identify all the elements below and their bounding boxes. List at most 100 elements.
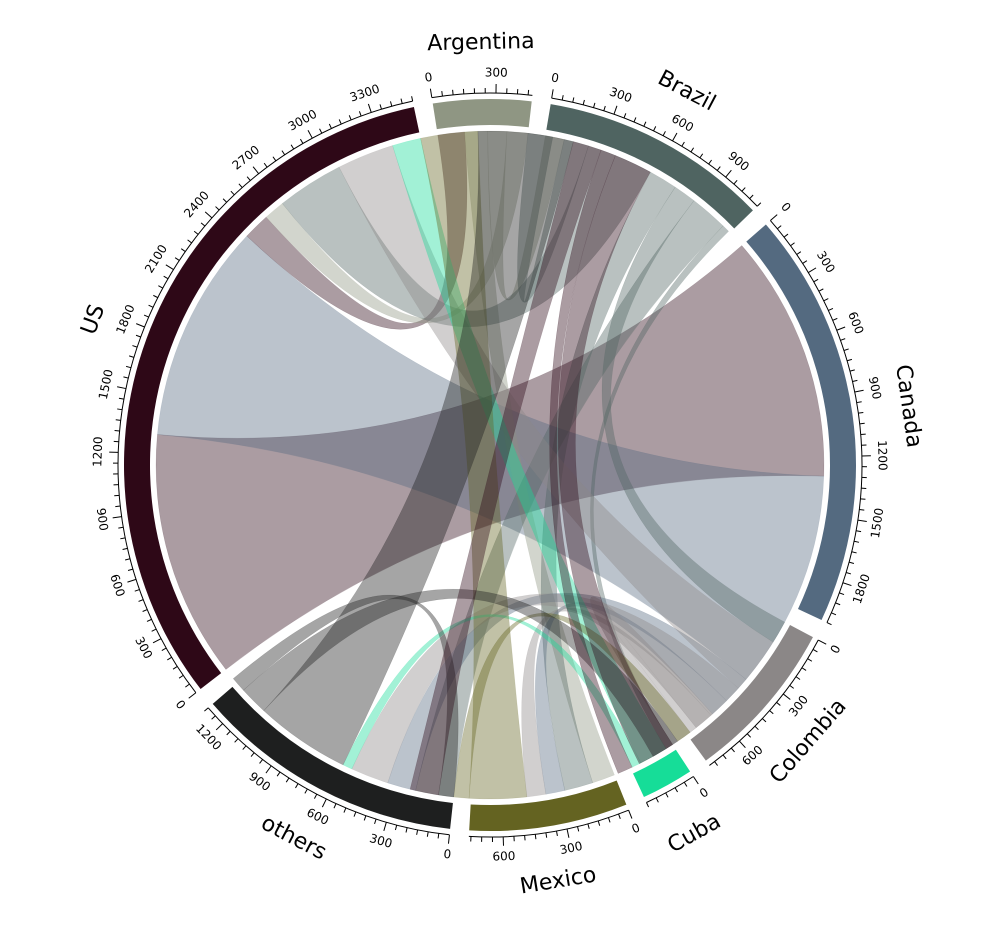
minor-tick — [193, 230, 199, 235]
tick-label: 300 — [368, 831, 394, 851]
chord-others-to-canada — [243, 588, 678, 757]
minor-tick — [204, 707, 209, 712]
minor-tick — [122, 547, 128, 550]
major-tick — [215, 723, 224, 731]
chord-us-to-cuba — [549, 149, 633, 774]
tick-label: 600 — [107, 572, 127, 598]
tick-label: 900 — [866, 375, 884, 400]
minor-tick — [807, 658, 813, 662]
minor-tick — [859, 422, 865, 425]
minor-tick — [416, 829, 419, 835]
minor-tick — [437, 833, 440, 839]
minor-tick — [276, 771, 281, 777]
chord-mexico-to-us — [420, 130, 528, 800]
tick-label: 600 — [492, 849, 515, 864]
minor-tick — [674, 787, 678, 793]
minor-tick — [623, 113, 627, 119]
minor-tick — [348, 115, 352, 121]
major-tick — [854, 389, 864, 393]
major-tick — [204, 211, 213, 219]
chord-brazil-to-us — [281, 145, 651, 327]
minor-tick — [777, 225, 782, 230]
minor-tick — [374, 818, 377, 825]
sector-cuba — [633, 749, 691, 798]
major-tick — [857, 519, 867, 522]
axis-cuba — [646, 776, 694, 803]
minor-tick — [123, 376, 129, 379]
major-tick — [127, 578, 137, 583]
minor-tick — [172, 666, 178, 670]
minor-tick — [769, 710, 774, 715]
minor-tick — [411, 96, 414, 102]
minor-tick — [222, 198, 227, 203]
minor-tick — [527, 89, 530, 96]
minor-tick — [754, 725, 759, 731]
minor-tick — [238, 183, 243, 188]
tick-label: 2400 — [181, 188, 212, 220]
minor-tick — [818, 288, 824, 292]
minor-tick — [556, 830, 558, 837]
tick-label: 0 — [630, 820, 642, 836]
minor-tick — [846, 358, 853, 362]
major-tick — [770, 214, 778, 221]
minor-tick — [295, 783, 299, 789]
chord-others-to-mexico — [232, 594, 459, 798]
minor-tick — [714, 761, 718, 766]
minor-tick — [180, 248, 186, 252]
minor-tick — [716, 166, 721, 171]
minor-tick — [138, 599, 144, 602]
tick-label: 300 — [558, 839, 583, 857]
minor-tick — [681, 141, 685, 147]
major-tick — [725, 169, 732, 178]
sector-argentina — [432, 99, 532, 130]
major-tick — [188, 692, 197, 699]
sector-label-brazil: Brazil — [654, 66, 720, 117]
chord-argentina-to-brazil — [487, 130, 565, 301]
minor-tick — [796, 251, 802, 255]
minor-tick — [856, 401, 862, 404]
chord-brazil-to-colombia — [601, 186, 786, 643]
minor-tick — [338, 119, 342, 125]
chord-argentina-to-mexico — [464, 130, 615, 784]
minor-tick — [187, 239, 192, 244]
tick-label: 300 — [786, 693, 811, 720]
tick-label: 3300 — [348, 82, 381, 105]
minor-tick — [125, 558, 131, 561]
minor-tick — [128, 355, 135, 358]
tick-label: 1500 — [868, 507, 886, 539]
minor-tick — [272, 156, 277, 162]
tick-label: 0 — [424, 70, 434, 85]
minor-tick — [405, 827, 408, 833]
tick-label: 0 — [778, 200, 794, 215]
minor-tick — [174, 257, 180, 261]
sector-brazil — [546, 104, 753, 229]
minor-tick — [299, 138, 304, 144]
minor-tick — [643, 121, 647, 127]
minor-tick — [812, 648, 818, 653]
axis-colombia — [709, 639, 819, 766]
minor-tick — [849, 369, 855, 372]
chord-colombia-to-mexico — [521, 607, 712, 798]
minor-tick — [852, 379, 858, 383]
minor-tick — [858, 411, 864, 414]
major-tick — [367, 103, 372, 113]
major-tick — [165, 264, 174, 270]
major-tick — [136, 323, 145, 328]
minor-tick — [848, 561, 855, 564]
minor-tick — [789, 684, 795, 689]
minor-tick — [148, 304, 154, 308]
minor-tick — [153, 294, 159, 299]
minor-tick — [597, 820, 601, 826]
major-tick — [429, 88, 433, 98]
tick-label: 600 — [669, 111, 696, 134]
minor-tick — [790, 242, 795, 247]
minor-tick — [561, 95, 564, 101]
sector-label-mexico: Mexico — [518, 862, 598, 899]
minor-tick — [259, 759, 264, 764]
minor-tick — [215, 206, 220, 211]
minor-tick — [690, 147, 695, 153]
minor-tick — [577, 826, 580, 832]
minor-tick — [653, 126, 657, 132]
minor-tick — [845, 572, 852, 575]
minor-tick — [730, 747, 735, 753]
